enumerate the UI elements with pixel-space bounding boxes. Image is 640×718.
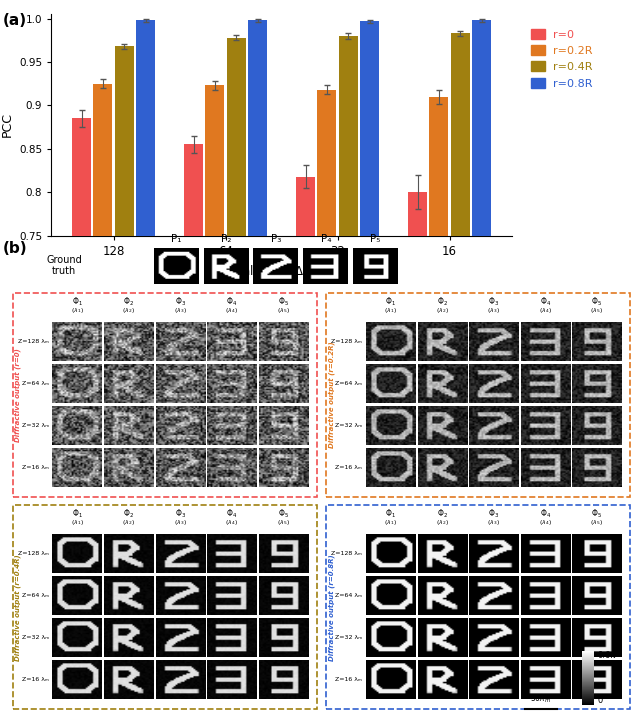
Y-axis label: PCC: PCC bbox=[1, 113, 13, 137]
Text: $\boldsymbol{\Phi_3}$: $\boldsymbol{\Phi_3}$ bbox=[175, 508, 186, 520]
Text: ($\lambda_5$): ($\lambda_5$) bbox=[591, 518, 604, 527]
Text: Z=128 λₘ: Z=128 λₘ bbox=[332, 339, 362, 344]
Bar bbox=[115, 47, 134, 236]
Text: ($\lambda_1$): ($\lambda_1$) bbox=[70, 518, 83, 527]
Text: 0: 0 bbox=[597, 696, 602, 705]
X-axis label: Axial depth $\Delta$Z ($\lambda_m$): Axial depth $\Delta$Z ($\lambda_m$) bbox=[224, 263, 339, 280]
Bar bbox=[205, 85, 225, 236]
Text: $\boldsymbol{\Phi_2}$: $\boldsymbol{\Phi_2}$ bbox=[436, 508, 447, 520]
Text: ($\lambda_3$): ($\lambda_3$) bbox=[487, 306, 500, 314]
Text: Z=16 λₘ: Z=16 λₘ bbox=[22, 677, 49, 682]
Text: Z=16 λₘ: Z=16 λₘ bbox=[22, 465, 49, 470]
Text: $\boldsymbol{\Phi_3}$: $\boldsymbol{\Phi_3}$ bbox=[488, 508, 499, 520]
Bar bbox=[360, 22, 379, 236]
Bar bbox=[72, 118, 91, 236]
Text: $\boldsymbol{\Phi_1}$: $\boldsymbol{\Phi_1}$ bbox=[72, 295, 83, 308]
Text: Z=32 λₘ: Z=32 λₘ bbox=[22, 423, 49, 428]
Text: $\boldsymbol{\Phi_2}$: $\boldsymbol{\Phi_2}$ bbox=[123, 295, 134, 308]
Text: $\boldsymbol{\Phi_5}$: $\boldsymbol{\Phi_5}$ bbox=[278, 295, 289, 308]
Text: ($\lambda_2$): ($\lambda_2$) bbox=[122, 306, 135, 314]
Text: $\boldsymbol{\Phi_1}$: $\boldsymbol{\Phi_1}$ bbox=[385, 508, 396, 520]
Text: Z=128 λₘ: Z=128 λₘ bbox=[332, 551, 362, 556]
Text: ($\lambda_1$): ($\lambda_1$) bbox=[70, 306, 83, 314]
Text: ($\lambda_5$): ($\lambda_5$) bbox=[277, 518, 290, 527]
Bar bbox=[184, 144, 203, 236]
Text: ($\lambda_3$): ($\lambda_3$) bbox=[173, 306, 187, 314]
Text: $\boldsymbol{\Phi_4}$: $\boldsymbol{\Phi_4}$ bbox=[226, 295, 237, 308]
Text: $\boldsymbol{\Phi_1}$: $\boldsymbol{\Phi_1}$ bbox=[385, 295, 396, 308]
Legend: r=0, r=0.2R, r=0.4R, r=0.8R: r=0, r=0.2R, r=0.4R, r=0.8R bbox=[527, 24, 597, 93]
Bar bbox=[472, 20, 491, 236]
Text: $\boldsymbol{\Phi_3}$: $\boldsymbol{\Phi_3}$ bbox=[488, 295, 499, 308]
Text: $\boldsymbol{\Phi_2}$: $\boldsymbol{\Phi_2}$ bbox=[123, 508, 134, 520]
Text: $\boldsymbol{\Phi_4}$: $\boldsymbol{\Phi_4}$ bbox=[540, 508, 551, 520]
Text: 0.6π: 0.6π bbox=[597, 651, 616, 661]
Text: Z=64 λₘ: Z=64 λₘ bbox=[335, 381, 362, 386]
Bar bbox=[248, 20, 267, 236]
Text: Z=32 λₘ: Z=32 λₘ bbox=[335, 423, 362, 428]
Text: ($\lambda_4$): ($\lambda_4$) bbox=[539, 306, 552, 314]
Text: Z=64 λₘ: Z=64 λₘ bbox=[22, 593, 49, 598]
Bar bbox=[227, 38, 246, 236]
Text: ($\lambda_2$): ($\lambda_2$) bbox=[436, 518, 449, 527]
Bar bbox=[451, 34, 470, 236]
Text: $\boldsymbol{\Phi_5}$: $\boldsymbol{\Phi_5}$ bbox=[591, 508, 602, 520]
Text: ($\lambda_4$): ($\lambda_4$) bbox=[225, 306, 238, 314]
Text: ($\lambda_3$): ($\lambda_3$) bbox=[173, 518, 187, 527]
Text: P₁: P₁ bbox=[171, 234, 181, 244]
Text: ($\lambda_2$): ($\lambda_2$) bbox=[436, 306, 449, 314]
Text: Z=32 λₘ: Z=32 λₘ bbox=[22, 635, 49, 640]
Bar bbox=[429, 97, 449, 236]
Text: P₄: P₄ bbox=[321, 234, 331, 244]
Text: ($\lambda_5$): ($\lambda_5$) bbox=[277, 306, 290, 314]
Bar bbox=[317, 90, 337, 236]
Text: Ground
truth: Ground truth bbox=[46, 255, 82, 276]
Text: ($\lambda_4$): ($\lambda_4$) bbox=[539, 518, 552, 527]
Text: ($\lambda_1$): ($\lambda_1$) bbox=[384, 306, 397, 314]
Text: $\boldsymbol{\Phi_4}$: $\boldsymbol{\Phi_4}$ bbox=[226, 508, 237, 520]
Bar bbox=[296, 177, 316, 236]
Text: Diffractive output (r=0.4R): Diffractive output (r=0.4R) bbox=[15, 554, 21, 661]
Text: ($\lambda_4$): ($\lambda_4$) bbox=[225, 518, 238, 527]
Text: Z=64 λₘ: Z=64 λₘ bbox=[22, 381, 49, 386]
Text: $\boldsymbol{\Phi_5}$: $\boldsymbol{\Phi_5}$ bbox=[278, 508, 289, 520]
Text: Z=16 λₘ: Z=16 λₘ bbox=[335, 677, 362, 682]
Text: P₃: P₃ bbox=[271, 234, 281, 244]
Text: $\boldsymbol{\Phi_5}$: $\boldsymbol{\Phi_5}$ bbox=[591, 295, 602, 308]
Text: $\boldsymbol{\Phi_1}$: $\boldsymbol{\Phi_1}$ bbox=[72, 508, 83, 520]
Text: Z=64 λₘ: Z=64 λₘ bbox=[335, 593, 362, 598]
Text: Z=128 λₘ: Z=128 λₘ bbox=[18, 339, 49, 344]
Text: P₅: P₅ bbox=[371, 234, 381, 244]
Text: ($\lambda_1$): ($\lambda_1$) bbox=[384, 518, 397, 527]
Bar bbox=[408, 192, 428, 236]
Text: $\boldsymbol{\Phi_4}$: $\boldsymbol{\Phi_4}$ bbox=[540, 295, 551, 308]
Text: P₂: P₂ bbox=[221, 234, 231, 244]
Text: Diffractive output (r=0.2R): Diffractive output (r=0.2R) bbox=[328, 342, 335, 449]
Text: Z=128 λₘ: Z=128 λₘ bbox=[18, 551, 49, 556]
Text: (b): (b) bbox=[3, 241, 28, 256]
Text: ($\lambda_3$): ($\lambda_3$) bbox=[487, 518, 500, 527]
Text: ($\lambda_5$): ($\lambda_5$) bbox=[591, 306, 604, 314]
Text: ($\lambda_2$): ($\lambda_2$) bbox=[122, 518, 135, 527]
Text: Diffractive output (r=0): Diffractive output (r=0) bbox=[15, 348, 21, 442]
Text: Z=32 λₘ: Z=32 λₘ bbox=[335, 635, 362, 640]
Text: $\boldsymbol{\Phi_2}$: $\boldsymbol{\Phi_2}$ bbox=[436, 295, 447, 308]
Bar bbox=[339, 36, 358, 236]
Bar bbox=[93, 84, 113, 236]
Text: $\boldsymbol{\Phi_3}$: $\boldsymbol{\Phi_3}$ bbox=[175, 295, 186, 308]
Text: (a): (a) bbox=[3, 13, 28, 28]
Bar bbox=[136, 20, 155, 236]
Text: Diffractive output (r=0.8R): Diffractive output (r=0.8R) bbox=[328, 554, 335, 661]
Text: Z=16 λₘ: Z=16 λₘ bbox=[335, 465, 362, 470]
Text: 50$\lambda_m$: 50$\lambda_m$ bbox=[531, 693, 551, 705]
